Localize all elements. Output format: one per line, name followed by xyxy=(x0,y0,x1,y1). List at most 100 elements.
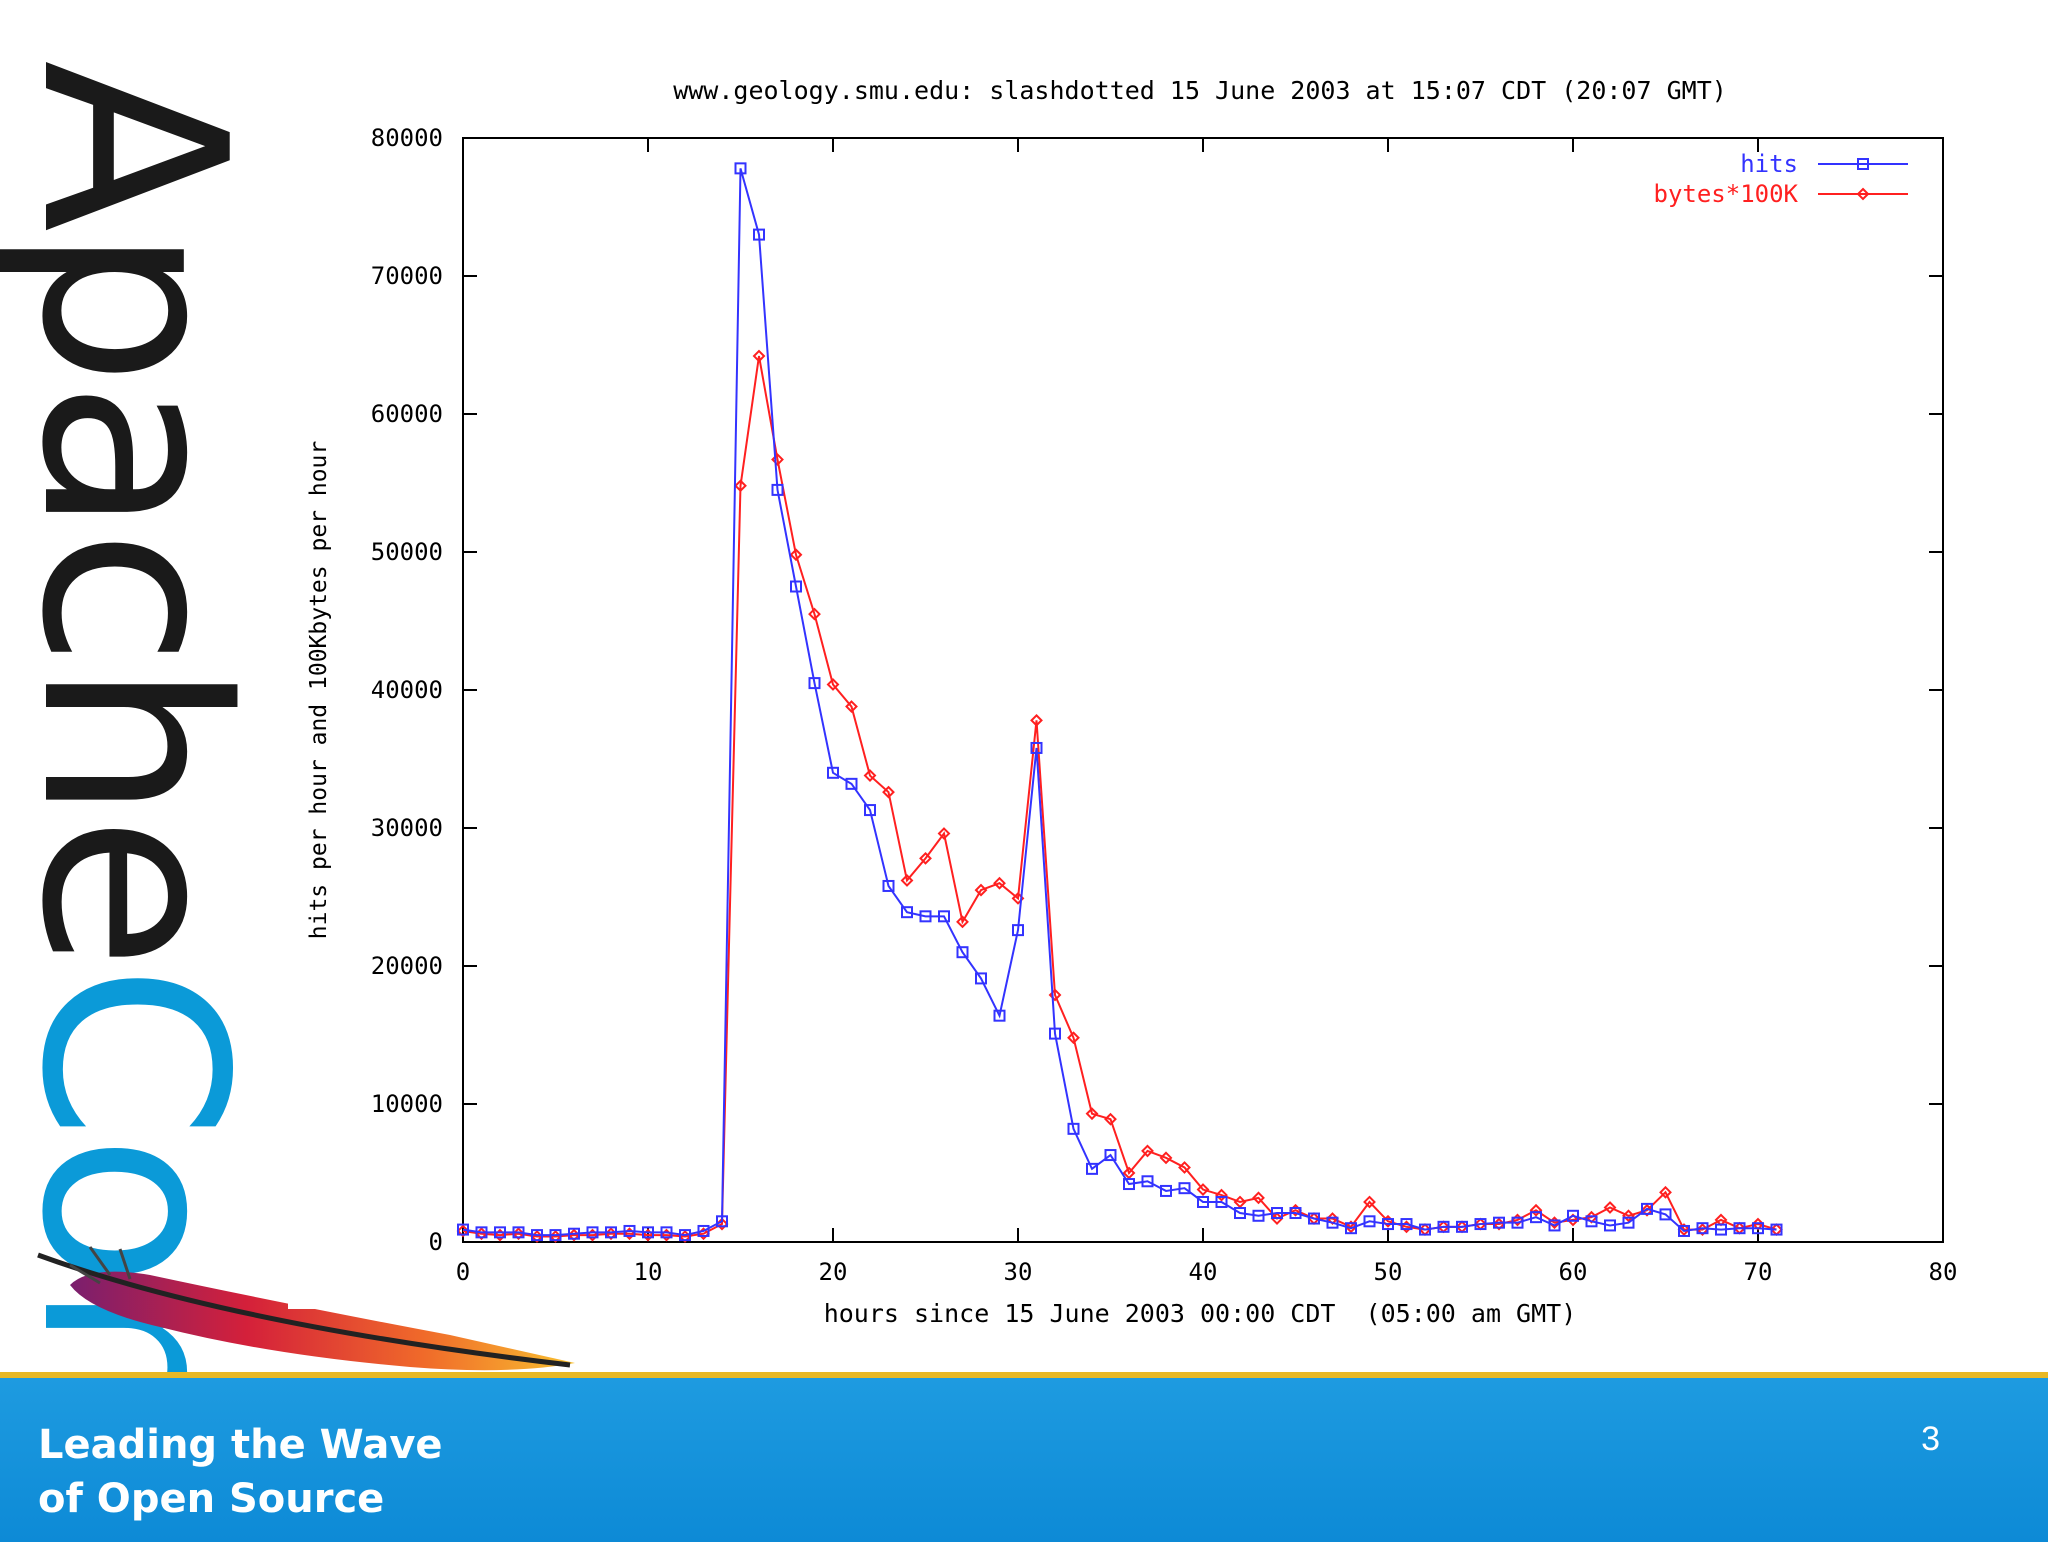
data-point xyxy=(771,483,784,496)
chart-title: www.geology.smu.edu: slashdotted 15 June… xyxy=(673,76,1727,105)
series-1 xyxy=(456,349,1783,1243)
data-point xyxy=(531,1229,543,1242)
data-point xyxy=(1640,1203,1654,1217)
data-point xyxy=(1215,1195,1228,1208)
data-point xyxy=(1049,1027,1061,1040)
data-point xyxy=(1104,1112,1117,1126)
data-point xyxy=(1252,1191,1265,1205)
data-point xyxy=(1178,1182,1191,1195)
y-tick-label: 50000 xyxy=(371,538,443,566)
traffic-chart: www.geology.smu.edu: slashdotted 15 June… xyxy=(306,76,1958,1328)
data-point xyxy=(1715,1223,1727,1236)
data-point xyxy=(1474,1218,1487,1231)
x-tick-label: 60 xyxy=(1559,1258,1588,1286)
data-point xyxy=(1770,1223,1783,1236)
data-point xyxy=(1419,1223,1431,1236)
data-point xyxy=(974,883,988,897)
data-point xyxy=(1215,1188,1228,1202)
data-point xyxy=(956,946,969,959)
data-point xyxy=(1178,1161,1191,1174)
data-point xyxy=(1530,1211,1542,1224)
data-point xyxy=(1659,1185,1672,1199)
data-point xyxy=(1030,741,1043,754)
data-point xyxy=(1159,1151,1173,1165)
data-point xyxy=(1271,1207,1283,1220)
y-tick-label: 10000 xyxy=(371,1090,443,1118)
data-point xyxy=(1659,1208,1672,1221)
data-point xyxy=(1234,1207,1246,1220)
y-axis-label: hits per hour and 100Kbytes per hour xyxy=(306,441,332,940)
feather-icon xyxy=(37,1246,575,1371)
data-point xyxy=(1012,924,1024,937)
x-tick-label: 80 xyxy=(1929,1258,1958,1286)
data-point xyxy=(900,874,914,887)
data-point xyxy=(1122,1166,1136,1180)
legend-marker xyxy=(1857,158,1869,170)
data-point xyxy=(1622,1216,1635,1229)
x-tick-label: 0 xyxy=(456,1258,470,1286)
data-point xyxy=(1363,1215,1376,1228)
data-point xyxy=(1567,1209,1579,1222)
data-point xyxy=(1603,1201,1617,1214)
y-tick-label: 0 xyxy=(429,1228,443,1256)
data-point xyxy=(993,876,1006,890)
data-point xyxy=(1104,1149,1117,1162)
data-point xyxy=(1270,1212,1284,1225)
data-point xyxy=(882,879,895,892)
data-point xyxy=(1141,1144,1154,1158)
data-point xyxy=(1456,1220,1468,1233)
x-axis: 0 10 20 30 40 50 60 70 80 xyxy=(456,138,1958,1286)
x-axis-label: hours since 15 June 2003 00:00 CDT (05:0… xyxy=(824,1299,1577,1328)
series-layer xyxy=(456,162,1783,1243)
data-point xyxy=(605,1226,617,1239)
data-point xyxy=(1086,1162,1098,1175)
data-point xyxy=(1196,1183,1210,1196)
data-point xyxy=(937,827,951,840)
tagline-line-1: Leading the Wave xyxy=(38,1422,443,1468)
data-point xyxy=(1123,1178,1135,1191)
data-point xyxy=(975,972,987,985)
data-point xyxy=(1382,1218,1394,1231)
data-point xyxy=(1308,1212,1320,1225)
data-point xyxy=(1030,713,1043,727)
data-point xyxy=(641,1228,655,1242)
data-point xyxy=(1752,1222,1764,1235)
data-point xyxy=(938,910,950,923)
data-point xyxy=(863,769,877,782)
data-point xyxy=(1233,1195,1247,1209)
data-point xyxy=(752,349,766,363)
data-point xyxy=(808,677,821,690)
data-point xyxy=(660,1226,673,1239)
data-point xyxy=(826,678,840,691)
data-point xyxy=(1696,1222,1709,1235)
data-point xyxy=(1493,1216,1505,1229)
legend-marker xyxy=(1856,187,1870,201)
data-point xyxy=(1733,1222,1746,1235)
data-point xyxy=(1067,1122,1080,1135)
data-point xyxy=(1604,1219,1616,1232)
data-point xyxy=(901,906,913,919)
data-point xyxy=(1622,1209,1635,1223)
data-point xyxy=(1252,1209,1265,1222)
x-tick-label: 50 xyxy=(1374,1258,1403,1286)
data-point xyxy=(827,766,839,779)
data-point xyxy=(1363,1195,1376,1209)
data-point xyxy=(1641,1202,1653,1215)
data-point xyxy=(512,1226,525,1239)
data-point xyxy=(789,548,803,562)
data-point xyxy=(1197,1195,1209,1208)
data-point xyxy=(1437,1220,1450,1233)
data-point xyxy=(494,1226,506,1239)
data-point xyxy=(845,700,858,713)
data-point xyxy=(1344,1220,1358,1234)
data-point xyxy=(1067,1031,1080,1045)
data-point xyxy=(716,1215,728,1228)
x-tick-label: 40 xyxy=(1189,1258,1218,1286)
data-point xyxy=(1585,1215,1598,1228)
data-point xyxy=(1345,1222,1357,1235)
y-tick-label: 60000 xyxy=(371,400,443,428)
data-point xyxy=(1511,1216,1524,1229)
y-tick-label: 20000 xyxy=(371,952,443,980)
data-point xyxy=(882,785,895,799)
x-tick-label: 30 xyxy=(1004,1258,1033,1286)
